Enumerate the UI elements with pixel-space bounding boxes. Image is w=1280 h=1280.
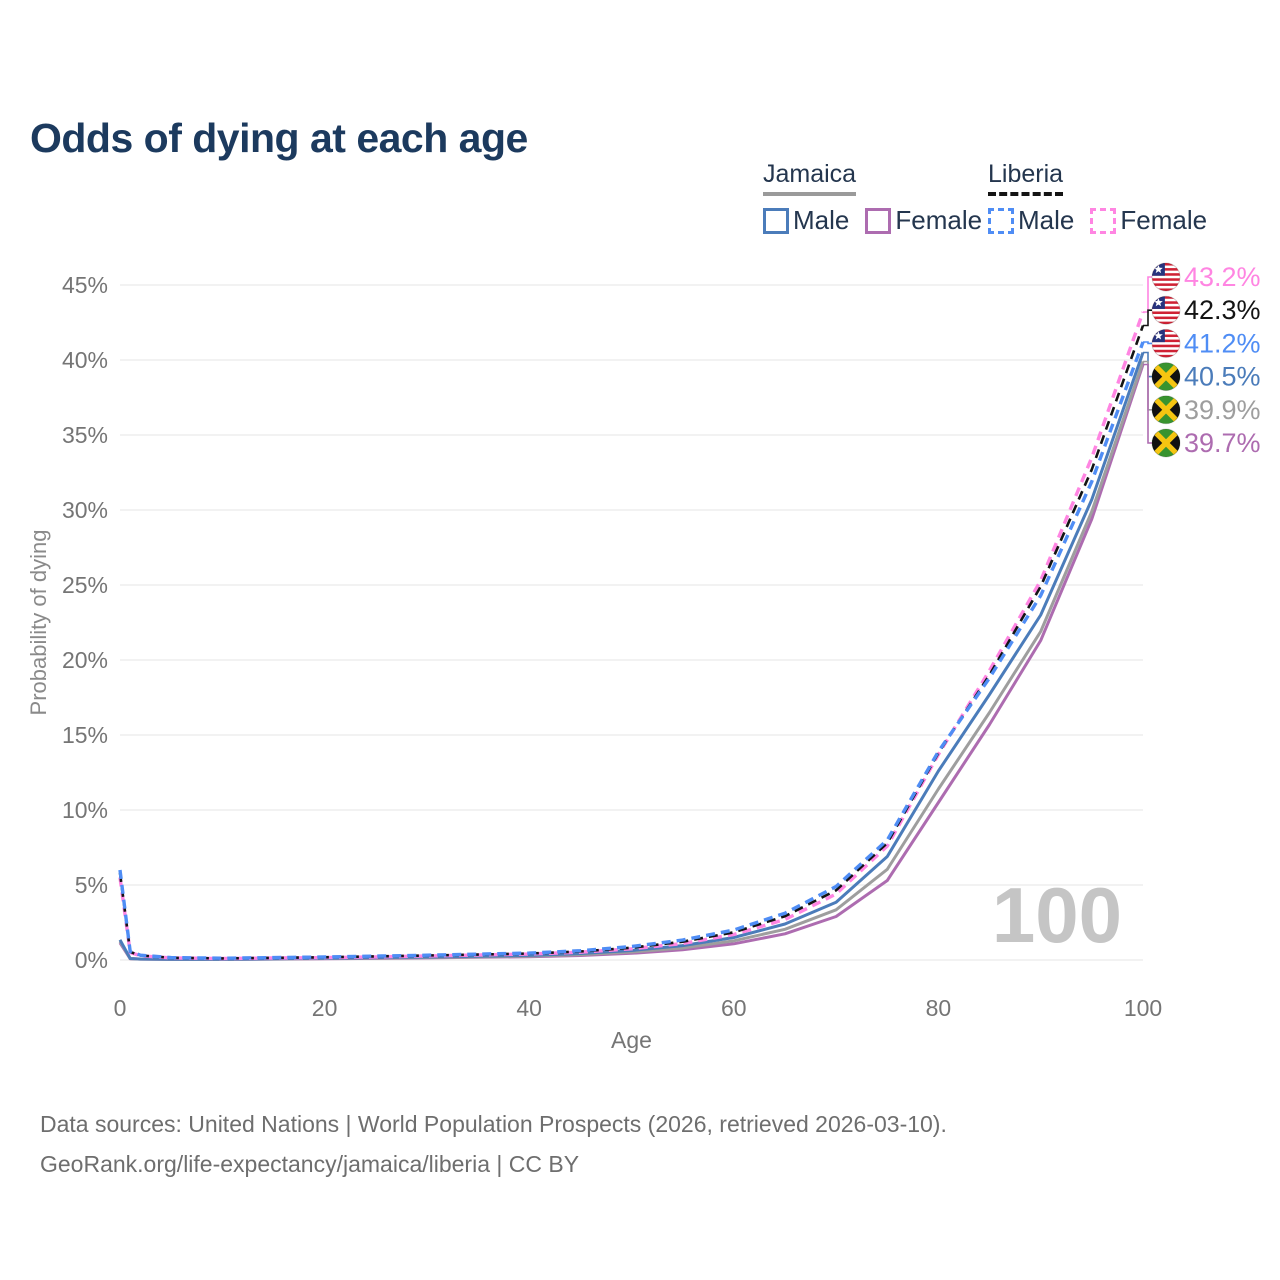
liberia-flag-icon <box>1151 262 1181 292</box>
page-title: Odds of dying at each age <box>30 115 528 162</box>
y-tick-label: 40% <box>62 347 108 373</box>
liberia-male-swatch-icon <box>988 207 1014 234</box>
legend-liberia-title: Liberia <box>988 160 1064 196</box>
x-tick-label: 20 <box>312 995 338 1021</box>
jamaica-flag-icon <box>1151 428 1181 458</box>
x-tick-label: 100 <box>1124 995 1162 1021</box>
end-label-connector <box>1143 341 1152 345</box>
end-value-label: 41.2% <box>1184 328 1261 358</box>
jamaica-female-swatch-icon <box>865 207 892 234</box>
y-tick-label: 10% <box>62 797 108 823</box>
y-tick-label: 20% <box>62 647 108 673</box>
jamaica-flag-icon <box>1151 395 1181 425</box>
legend-item-liberia-male[interactable]: Male <box>988 205 1074 236</box>
end-label-connector <box>1143 276 1152 313</box>
y-axis-label: Probability of dying <box>26 530 51 716</box>
end-label-connector <box>1143 363 1152 444</box>
y-tick-label: 25% <box>62 572 108 598</box>
series-line-jamaica-male[interactable] <box>118 352 1145 961</box>
end-value-label: 39.9% <box>1184 395 1261 425</box>
x-tick-label: 40 <box>516 995 542 1021</box>
jamaica-male-swatch-icon <box>763 207 789 234</box>
legend-item-label: Female <box>895 205 983 235</box>
legend-item-liberia-female[interactable]: Female <box>1090 205 1207 236</box>
series-line-jamaica-female[interactable] <box>118 364 1145 961</box>
legend-item-jamaica-female[interactable]: Female <box>865 205 982 236</box>
data-source-footer: Data sources: United Nations | World Pop… <box>40 1104 947 1184</box>
legend-group-jamaica: Jamaica Male Female <box>763 160 982 236</box>
y-tick-label: 5% <box>75 872 108 898</box>
y-tick-label: 45% <box>62 272 108 298</box>
legend-group-liberia: Liberia Male Female <box>988 160 1207 236</box>
end-value-label: 39.7% <box>1184 428 1261 458</box>
end-label-connector <box>1143 309 1152 327</box>
y-tick-label: 0% <box>75 947 108 973</box>
legend-jamaica-title: Jamaica <box>763 160 857 196</box>
legend-item-jamaica-male[interactable]: Male <box>763 205 849 236</box>
source-link-line: GeoRank.org/life-expectancy/jamaica/libe… <box>40 1151 580 1177</box>
legend-item-label: Female <box>1120 205 1208 235</box>
liberia-flag-icon <box>1151 295 1181 325</box>
end-value-label: 42.3% <box>1184 295 1261 325</box>
legend-item-label: Male <box>793 205 850 235</box>
y-tick-label: 35% <box>62 422 108 448</box>
end-value-label: 43.2% <box>1184 262 1261 292</box>
legend-item-label: Male <box>1018 205 1075 235</box>
x-axis-label: Age <box>611 1027 652 1053</box>
x-tick-label: 80 <box>926 995 952 1021</box>
series-line-liberia[interactable] <box>118 325 1145 960</box>
source-line: Data sources: United Nations | World Pop… <box>40 1111 947 1137</box>
age-watermark: 100 <box>992 871 1122 959</box>
x-tick-label: 0 <box>114 995 127 1021</box>
liberia-flag-icon <box>1151 328 1181 358</box>
end-value-label: 40.5% <box>1184 362 1261 392</box>
jamaica-flag-icon <box>1151 362 1181 392</box>
liberia-female-swatch-icon <box>1090 207 1117 234</box>
y-tick-label: 15% <box>62 722 108 748</box>
y-tick-label: 30% <box>62 497 108 523</box>
x-tick-label: 60 <box>721 995 747 1021</box>
series-line-liberia-male[interactable] <box>118 341 1145 960</box>
series-line-liberia-female[interactable] <box>118 311 1145 961</box>
